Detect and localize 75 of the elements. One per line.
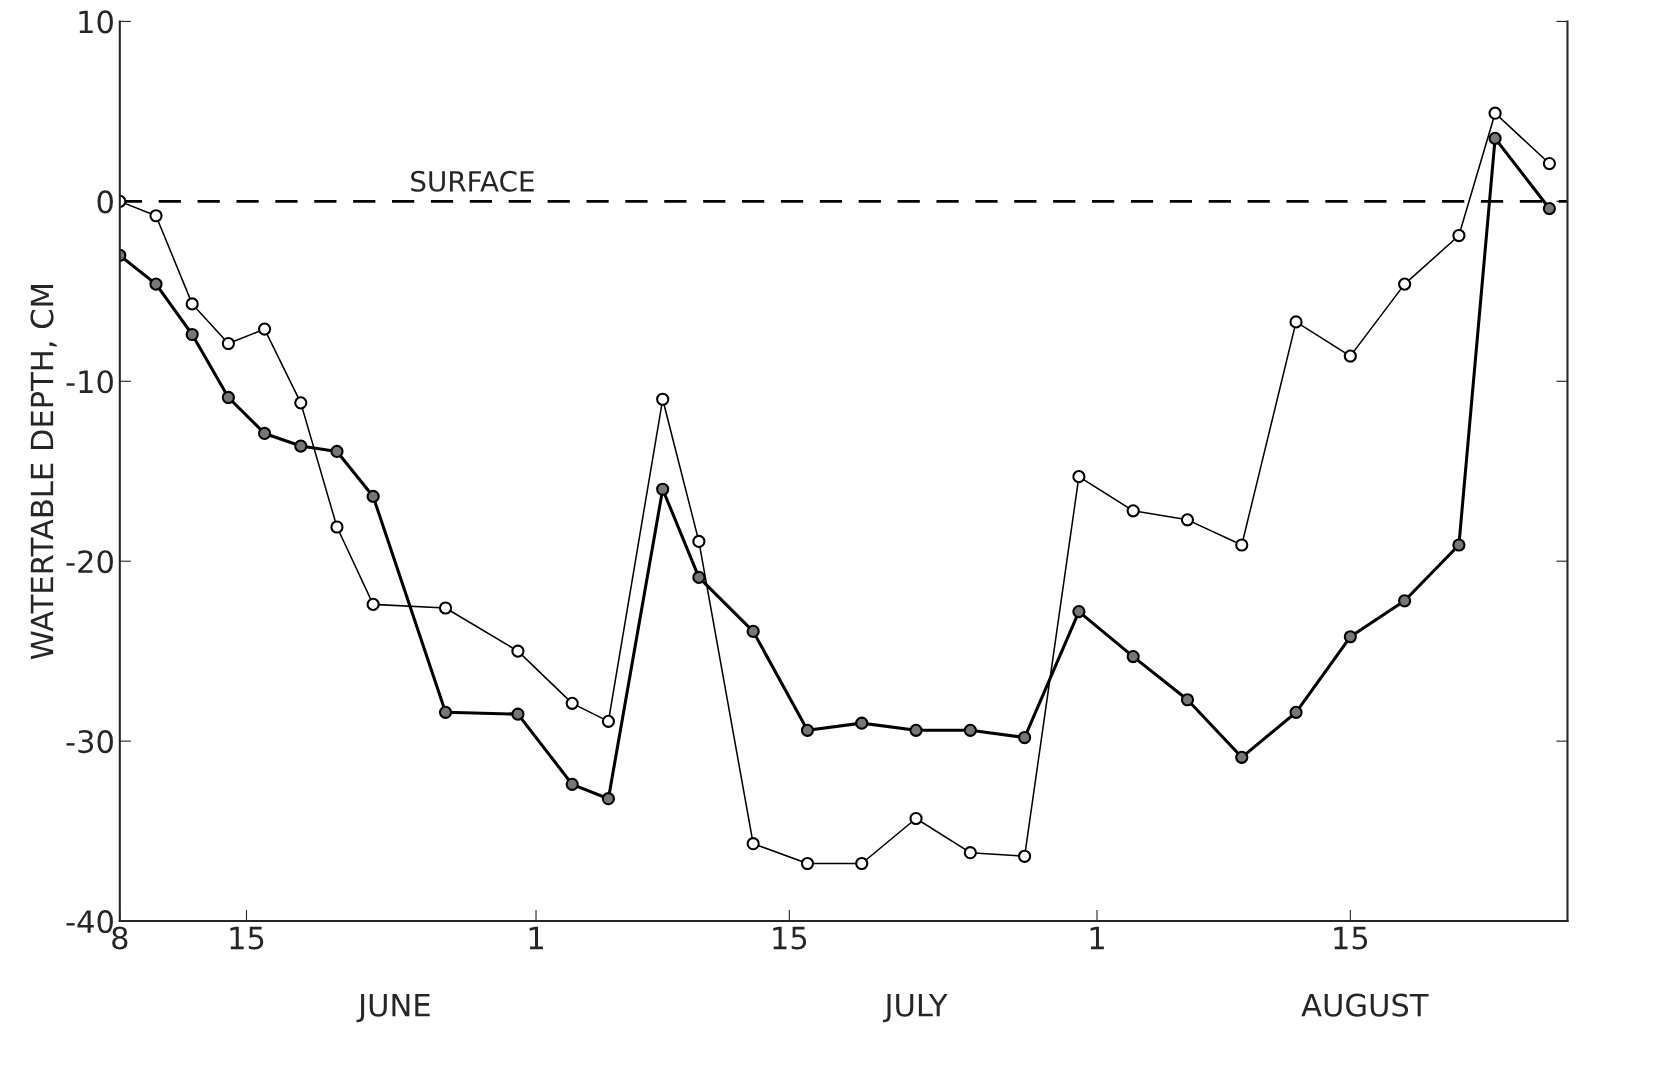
point xyxy=(1072,470,1086,484)
x-tick-label: 15 xyxy=(1334,926,1368,950)
point xyxy=(909,723,923,737)
point xyxy=(1398,594,1412,608)
point xyxy=(1180,693,1195,707)
y-tick-label: 0 xyxy=(97,190,113,214)
point xyxy=(221,390,235,405)
point xyxy=(366,597,380,611)
point xyxy=(1018,849,1032,863)
point xyxy=(438,705,453,719)
point xyxy=(1343,349,1357,363)
text: JUNE xyxy=(356,993,430,1023)
point xyxy=(1452,228,1466,243)
x-tick-label: 15 xyxy=(773,926,807,950)
point xyxy=(149,209,163,223)
point xyxy=(511,707,525,721)
y-tick-label: -40 xyxy=(66,909,113,934)
point xyxy=(601,792,615,806)
y-tick-label: -30 xyxy=(66,730,113,754)
point xyxy=(1289,315,1303,329)
point xyxy=(1235,750,1249,764)
text: JULY xyxy=(882,993,948,1023)
point xyxy=(855,856,869,871)
point xyxy=(294,396,308,410)
point xyxy=(185,327,199,342)
point xyxy=(692,570,706,584)
point xyxy=(1542,156,1556,171)
point xyxy=(149,277,163,291)
point xyxy=(1018,730,1032,745)
point xyxy=(855,716,869,730)
point xyxy=(692,534,706,549)
point xyxy=(1343,630,1357,644)
point xyxy=(1542,201,1556,216)
point xyxy=(330,444,344,459)
point xyxy=(1126,649,1140,664)
y-tick-label: -20 xyxy=(66,550,113,574)
y-tick-label: -10 xyxy=(66,370,113,394)
y-axis-title: WATERTABLE DEPTH, CM xyxy=(30,285,57,660)
point xyxy=(330,520,344,534)
point xyxy=(1488,131,1502,145)
point xyxy=(1126,504,1140,518)
point xyxy=(257,322,272,336)
point xyxy=(1452,538,1466,552)
point xyxy=(366,489,380,504)
point xyxy=(185,297,199,311)
point xyxy=(1488,106,1502,120)
x-tick-label: 1 xyxy=(1090,926,1104,950)
y-tick-label: 10 xyxy=(79,10,113,34)
point xyxy=(1180,513,1195,527)
point xyxy=(656,392,670,406)
point xyxy=(963,723,977,737)
point xyxy=(511,644,525,658)
point xyxy=(1289,705,1303,719)
point xyxy=(656,482,670,496)
point xyxy=(257,426,272,441)
point xyxy=(438,601,453,615)
point xyxy=(1398,277,1412,291)
x-tick-label: 1 xyxy=(529,926,543,950)
point xyxy=(565,777,579,791)
point xyxy=(800,723,815,737)
point xyxy=(746,624,760,638)
point xyxy=(909,811,923,826)
point xyxy=(221,336,235,351)
point xyxy=(294,439,308,453)
point xyxy=(565,696,579,710)
ref-line-label: SURFACE xyxy=(411,170,534,192)
text: AUGUST xyxy=(1301,993,1429,1017)
point xyxy=(1072,604,1086,619)
point xyxy=(746,837,760,851)
x-tick-label: 15 xyxy=(230,926,264,950)
point xyxy=(800,856,815,871)
x-tick-label: 8 xyxy=(112,926,128,950)
point xyxy=(963,846,977,860)
point xyxy=(1235,538,1249,552)
point xyxy=(601,714,615,728)
